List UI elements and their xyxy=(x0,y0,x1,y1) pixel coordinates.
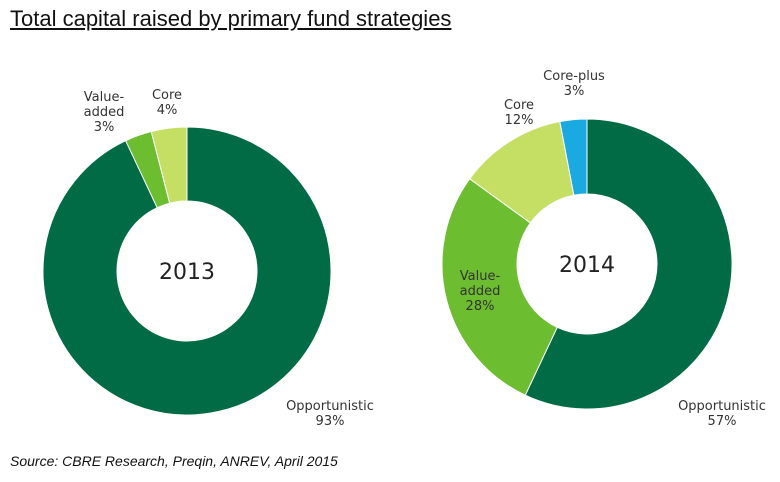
label-core: Core 4% xyxy=(152,88,182,118)
label-value-added: Value-added 3% xyxy=(84,90,125,135)
slice-value-added xyxy=(441,178,558,396)
label-core: Core 12% xyxy=(504,98,534,128)
label-opportunistic: Opportunistic 93% xyxy=(286,399,374,429)
center-label: 2013 xyxy=(159,260,215,285)
donut-2014: Opportunistic 57% Value-added 28% Core 12% Cor… xyxy=(441,69,766,429)
slice-core-plus xyxy=(559,118,588,196)
donut-2013: Core 4% Opportunistic 93% Value-added 3% 2013 xyxy=(42,88,374,429)
label-value-added: Value-added 28% xyxy=(460,269,501,314)
source-note: Source: CBRE Research, Preqin, ANREV, Ap… xyxy=(10,453,338,469)
center-label: 2014 xyxy=(559,253,615,278)
slice-opportunistic xyxy=(524,118,733,410)
slice-value-added xyxy=(125,130,171,209)
chart-title: Total capital raised by primary fund str… xyxy=(10,6,452,31)
slice-opportunistic xyxy=(42,126,332,416)
label-core-plus: Core-plus 3% xyxy=(543,69,605,99)
label-opportunistic: Opportunistic 57% xyxy=(678,399,766,429)
